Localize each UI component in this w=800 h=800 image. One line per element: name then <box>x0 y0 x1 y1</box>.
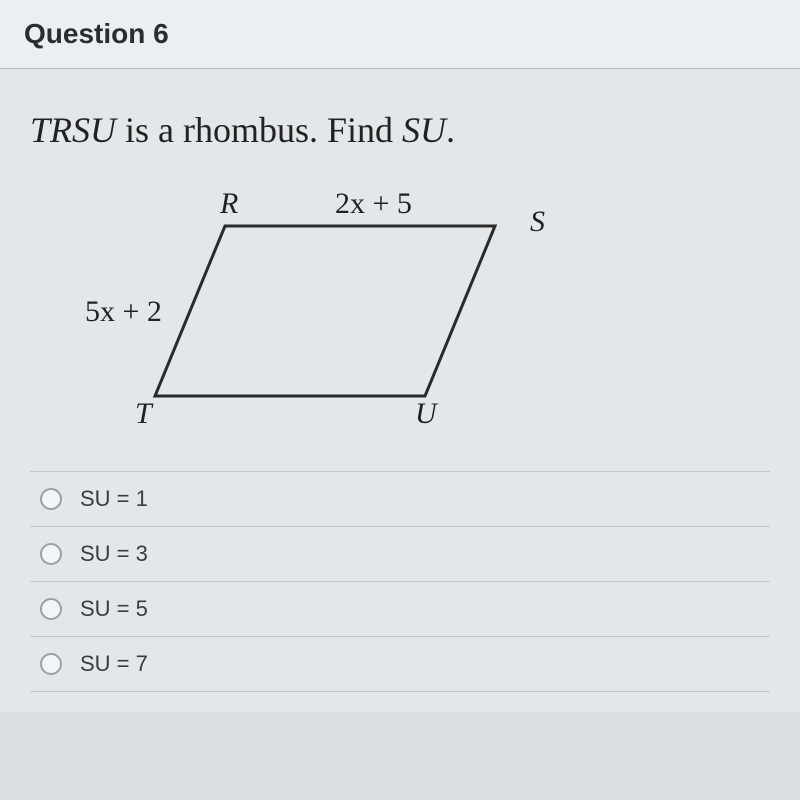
svg-text:5x + 2: 5x + 2 <box>85 295 162 328</box>
shape-name: TRSU <box>30 110 116 150</box>
question-prompt: TRSU is a rhombus. Find SU. <box>30 109 770 151</box>
answer-option[interactable]: SU = 1 <box>30 472 770 527</box>
answer-option[interactable]: SU = 3 <box>30 527 770 582</box>
prompt-end: . <box>446 110 455 150</box>
radio-icon <box>40 653 62 675</box>
option-label: SU = 1 <box>80 486 148 512</box>
radio-icon <box>40 488 62 510</box>
radio-icon <box>40 543 62 565</box>
radio-icon <box>40 598 62 620</box>
rhombus-diagram: R S T U 2x + 5 5x + 2 <box>30 171 590 441</box>
answer-option[interactable]: SU = 5 <box>30 582 770 637</box>
answer-option[interactable]: SU = 7 <box>30 637 770 692</box>
find-variable: SU <box>402 110 446 150</box>
option-label: SU = 7 <box>80 651 148 677</box>
option-label: SU = 5 <box>80 596 148 622</box>
diagram-svg: R S T U 2x + 5 5x + 2 <box>30 171 590 441</box>
option-label: SU = 3 <box>80 541 148 567</box>
svg-text:T: T <box>135 397 154 430</box>
question-header: Question 6 <box>0 0 800 69</box>
answer-options: SU = 1 SU = 3 SU = 5 SU = 7 <box>30 471 770 692</box>
question-title: Question 6 <box>24 18 776 50</box>
prompt-mid: is a rhombus. Find <box>116 110 402 150</box>
question-content: TRSU is a rhombus. Find SU. R S T U 2x + 5 5x… <box>0 69 800 712</box>
svg-text:R: R <box>219 187 238 220</box>
svg-text:U: U <box>415 397 439 430</box>
svg-text:2x + 5: 2x + 5 <box>335 187 412 220</box>
svg-text:S: S <box>530 205 545 238</box>
